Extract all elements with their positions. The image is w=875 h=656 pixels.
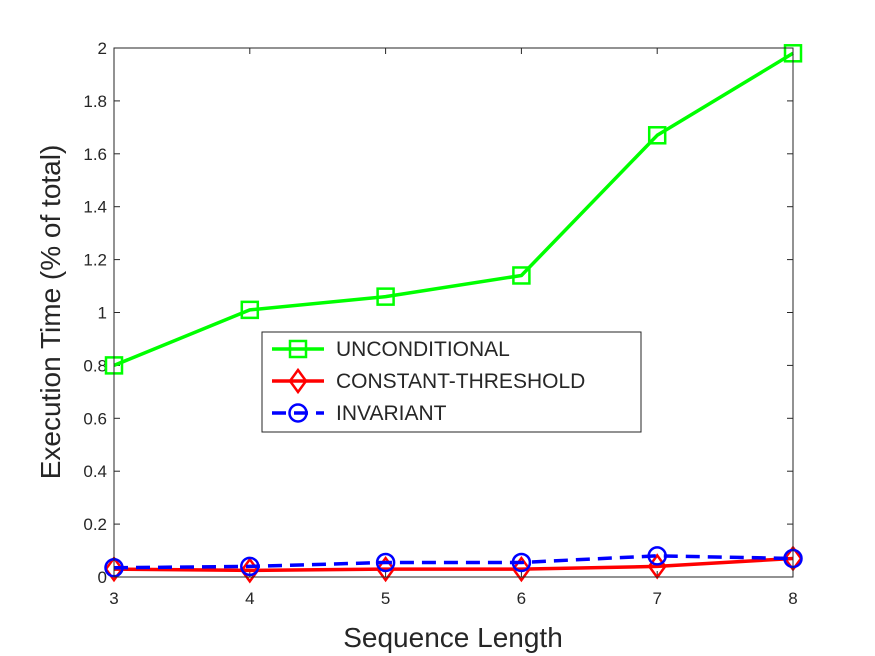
plot-frame [113,47,794,578]
data-point-marker [104,555,124,583]
data-point-marker [511,552,532,573]
x-axis-label: Sequence Length [343,622,563,653]
data-point-marker [512,266,531,285]
legend-label: INVARIANT [336,402,447,425]
legend: UNCONDITIONAL CONSTANT-THRESHOLD INVARIANT [261,331,642,433]
x-tick-label: 4 [245,589,254,608]
series-line [113,556,794,573]
plot-area [114,48,793,577]
data-point-marker [511,555,531,583]
y-tick-label: 1.2 [83,251,107,270]
data-point-marker [375,552,396,573]
y-tick-label: 0.4 [83,462,107,481]
legend-entry: CONSTANT-THRESHOLD [272,367,585,395]
data-point-marker [376,555,396,583]
x-tick-label: 8 [788,589,797,608]
y-tick-label: 1.8 [83,92,107,111]
data-point-marker [647,126,667,145]
y-tick-label: 0.2 [83,515,107,534]
y-tick-label: 2 [98,39,107,58]
legend-entry: UNCONDITIONAL [272,338,510,361]
y-tick-label: 0 [98,568,107,587]
y-tick-label: 1.6 [83,145,107,164]
x-tick-label: 5 [381,589,390,608]
data-point-marker [376,287,395,306]
x-tick-label: 3 [109,589,118,608]
y-tick-label: 0.8 [83,356,107,375]
legend-box [261,331,642,433]
data-point-marker [647,546,667,566]
data-point-marker [240,300,260,320]
y-axis-label: Execution Time (% of total) [35,145,66,480]
y-axis-ticks: 0 0.2 0.4 0.6 0.8 1 1.2 1.4 1.6 1.8 2 [83,39,793,587]
y-tick-label: 1 [98,304,107,323]
series-line [113,51,794,368]
x-tick-label: 6 [517,589,526,608]
legend-entry: INVARIANT [272,402,447,425]
legend-label: UNCONDITIONAL [336,338,510,361]
legend-marker [288,339,308,359]
legend-marker [288,367,308,395]
y-tick-label: 0.6 [83,409,107,428]
x-tick-label: 7 [652,589,661,608]
y-tick-label: 1.4 [83,198,107,217]
legend-label: CONSTANT-THRESHOLD [336,370,585,393]
legend-marker [288,403,308,423]
data-point-marker [240,556,260,577]
series-line [113,554,794,570]
